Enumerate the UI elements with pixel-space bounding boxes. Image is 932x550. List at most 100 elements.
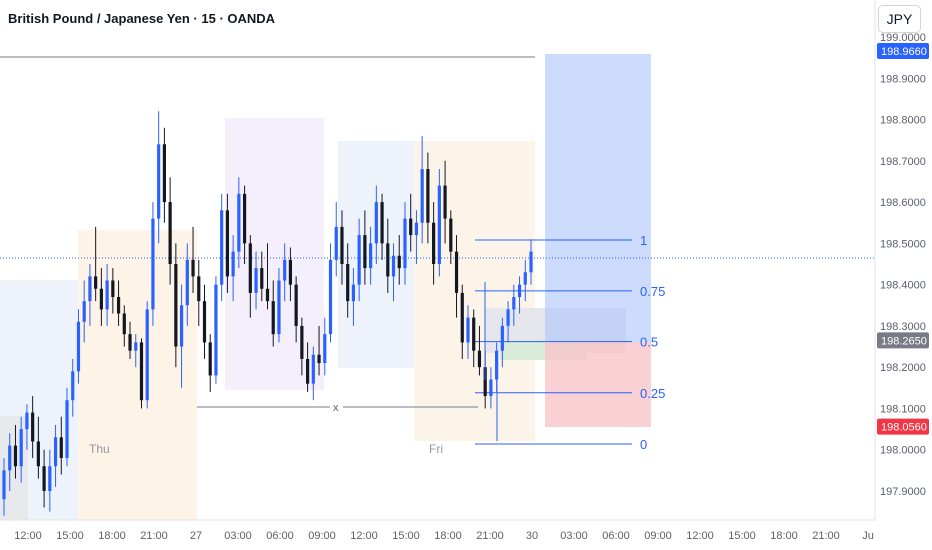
candle-body	[357, 235, 361, 285]
candle-body	[386, 243, 390, 277]
candle	[25, 404, 29, 450]
candle-body	[248, 243, 252, 293]
fib-level-label: 0.5	[640, 335, 658, 350]
candle	[523, 259, 527, 302]
candle	[489, 367, 493, 409]
candle	[323, 317, 327, 376]
candle	[2, 457, 6, 516]
candle	[369, 226, 373, 285]
candle-body	[420, 169, 424, 223]
candle-body	[99, 288, 103, 310]
candle-body	[65, 400, 69, 458]
candle-body	[466, 317, 470, 343]
candle	[36, 416, 40, 479]
candle-body	[13, 445, 18, 467]
day-label: Thu	[89, 442, 110, 456]
candle-body	[208, 342, 212, 376]
candle-body	[472, 317, 476, 351]
fib-level-label: 0.75	[640, 284, 665, 299]
candle-body	[116, 297, 121, 314]
time-tick-label: 03:00	[560, 530, 588, 542]
price-axis[interactable]: 199.0000 198.9000 198.8000 198.7000 198.6000…	[880, 32, 926, 498]
candle	[105, 264, 109, 326]
candle	[397, 235, 401, 285]
price-tick-label: 198.0000	[880, 445, 926, 457]
candle-body	[59, 437, 63, 458]
candle-body	[294, 284, 298, 326]
time-axis[interactable]: 12:00 15:00 18:00 21:00 27 03:00 06:00 09:00 12:…	[14, 530, 874, 542]
candle-body	[443, 185, 447, 219]
candle-body	[346, 264, 350, 302]
candle	[31, 396, 35, 458]
price-tick-label: 198.3000	[880, 321, 926, 333]
candle	[460, 284, 464, 359]
time-tick-label: 09:00	[308, 530, 336, 542]
time-tick-label: 18:00	[98, 530, 126, 542]
candle-body	[432, 222, 436, 264]
candle	[346, 243, 350, 318]
target-zone[interactable]	[545, 54, 651, 342]
candle	[8, 433, 12, 491]
candle-body	[214, 284, 218, 376]
candle	[53, 424, 58, 487]
candle-body	[111, 280, 115, 298]
candle	[71, 358, 75, 417]
candle	[403, 202, 407, 285]
candle	[472, 309, 476, 368]
candle	[265, 243, 270, 310]
candle	[220, 193, 224, 302]
price-tick-label: 198.5000	[880, 238, 926, 250]
price-tag-label: 198.9660	[881, 46, 927, 58]
candle-body	[369, 243, 373, 269]
candle	[477, 325, 482, 376]
candle-body	[105, 280, 109, 310]
time-tick-label: 12:00	[14, 530, 42, 542]
candle	[99, 268, 103, 326]
candle-body	[25, 412, 29, 430]
candle-body	[454, 251, 459, 293]
candle-body	[191, 259, 195, 277]
candle	[305, 342, 310, 392]
time-tick-label: 21:00	[812, 530, 840, 542]
candle	[59, 416, 63, 475]
time-tick-label: 21:00	[476, 530, 504, 542]
candle	[506, 301, 510, 343]
candle-body	[477, 350, 482, 368]
price-tag	[877, 43, 929, 60]
candle	[271, 280, 275, 347]
candle	[380, 193, 384, 260]
price-tag-label: 198.0560	[881, 422, 927, 434]
time-tick-label: 15:00	[392, 530, 420, 542]
stop-zone[interactable]	[545, 342, 651, 427]
candle-body	[197, 276, 201, 302]
candle	[420, 136, 424, 244]
candle	[409, 193, 413, 252]
candle-body	[128, 334, 132, 351]
time-tick-label: 15:00	[728, 530, 756, 542]
candle	[225, 193, 230, 293]
candle-body	[8, 445, 12, 471]
candle-body	[311, 354, 315, 384]
candle	[334, 202, 338, 277]
candle	[111, 268, 115, 314]
candle-body	[76, 321, 81, 372]
candle	[386, 218, 390, 293]
fib-level-label: 0	[640, 437, 647, 452]
candle-body	[145, 309, 149, 401]
fib-retracement[interactable]: 1 0.75 0.5 0.25 0	[475, 233, 665, 452]
candle-body	[71, 371, 75, 401]
candle	[82, 280, 86, 343]
price-tag	[877, 418, 929, 435]
candle	[237, 177, 241, 269]
currency-button[interactable]: JPY	[878, 5, 921, 33]
price-tick-label: 198.6000	[880, 197, 926, 209]
session-box	[338, 141, 422, 368]
candle-body	[242, 193, 247, 244]
candle-body	[334, 226, 338, 260]
candle-body	[374, 202, 378, 244]
candle-body	[237, 193, 241, 252]
candle-body	[36, 441, 40, 467]
price-tick-label: 198.8000	[880, 115, 926, 127]
candle-body	[42, 466, 46, 491]
